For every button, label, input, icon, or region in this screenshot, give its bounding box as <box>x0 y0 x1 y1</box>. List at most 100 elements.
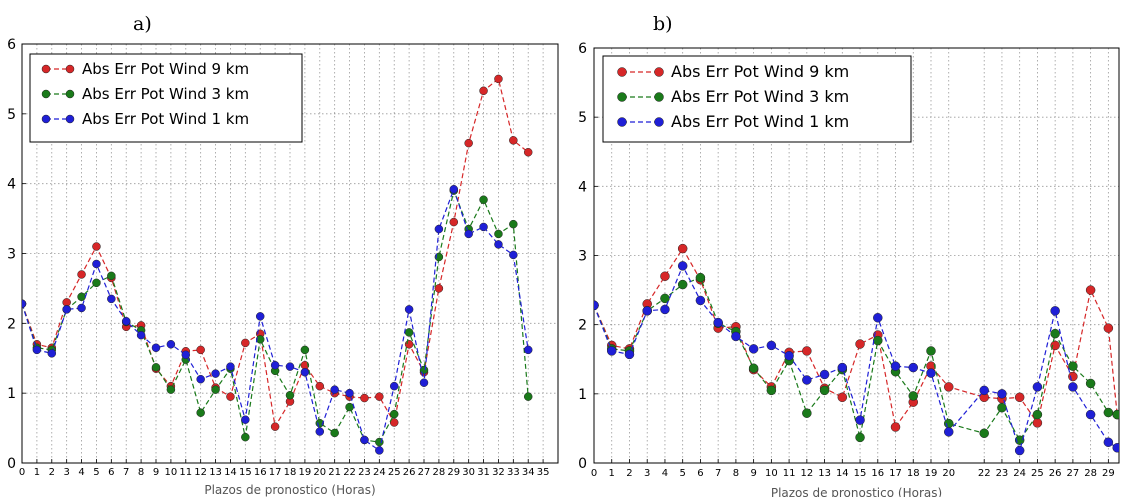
series-line <box>594 264 1118 453</box>
x-tick-label: 25 <box>1031 468 1044 479</box>
legend-marker <box>65 64 75 74</box>
x-tick-label: 7 <box>123 467 129 478</box>
data-point <box>943 427 954 437</box>
data-point <box>255 335 265 344</box>
legend-marker <box>617 117 627 127</box>
data-point <box>523 345 533 355</box>
data-point <box>196 374 205 384</box>
x-axis-label: Plazos de pronostico (Horas) <box>204 483 375 497</box>
x-tick-label: 9 <box>153 467 159 478</box>
y-tick-label: 5 <box>578 110 587 126</box>
legend-label: Abs Err Pot Wind 3 km <box>671 87 849 106</box>
data-point <box>389 418 399 427</box>
data-point <box>270 360 280 370</box>
data-point <box>375 446 384 455</box>
x-tick-label: 30 <box>462 467 475 478</box>
data-point <box>873 313 883 323</box>
y-tick-label: 0 <box>7 456 16 472</box>
data-point <box>345 402 354 412</box>
x-tick-label: 27 <box>1067 468 1080 479</box>
data-point <box>1112 443 1119 453</box>
x-tick-label: 11 <box>783 468 796 479</box>
data-point <box>196 408 205 417</box>
x-tick-label: 10 <box>765 468 778 479</box>
legend-marker <box>65 89 75 99</box>
data-point <box>943 382 954 392</box>
data-point <box>449 217 459 227</box>
x-tick-label: 0 <box>591 468 597 479</box>
y-tick-label: 4 <box>7 177 16 193</box>
series-line <box>22 188 529 443</box>
data-point <box>151 343 161 353</box>
x-axis-label: Plazos de pronostico (Horas) <box>771 486 942 497</box>
data-point <box>315 381 325 391</box>
x-tick-label: 16 <box>254 467 267 478</box>
legend-box <box>29 53 303 143</box>
data-point <box>677 279 688 290</box>
legend-label: Abs Err Pot Wind 3 km <box>82 85 249 103</box>
y-tick-label: 0 <box>578 456 587 472</box>
data-point <box>509 136 518 145</box>
series-line <box>594 276 1118 442</box>
data-point <box>1050 340 1060 351</box>
data-point <box>1050 328 1060 339</box>
y-tick-label: 4 <box>578 179 587 195</box>
x-tick-label: 35 <box>537 467 550 478</box>
data-point <box>77 292 86 302</box>
x-tick-label: 34 <box>522 467 535 478</box>
x-tick-label: 33 <box>507 467 520 478</box>
data-point <box>330 428 339 438</box>
data-point <box>523 147 533 157</box>
x-tick-label: 11 <box>179 467 192 478</box>
data-point <box>509 250 518 260</box>
data-point <box>695 272 706 283</box>
data-point <box>802 408 812 418</box>
series-line <box>22 187 529 452</box>
data-point <box>695 295 706 306</box>
y-tick-label: 3 <box>7 247 16 263</box>
data-point <box>92 242 101 251</box>
x-tick-label: 19 <box>925 468 938 479</box>
data-point <box>77 303 86 313</box>
data-point <box>1068 361 1078 371</box>
data-point <box>479 86 488 96</box>
data-point <box>315 427 325 436</box>
data-point <box>979 428 989 439</box>
x-tick-label: 15 <box>239 467 252 478</box>
data-point <box>677 261 688 271</box>
data-point <box>464 229 473 239</box>
legend-marker <box>617 92 627 102</box>
data-point <box>1032 409 1043 420</box>
x-tick-label: 23 <box>358 467 371 478</box>
y-tick-label: 1 <box>578 387 587 403</box>
data-point <box>509 219 518 229</box>
data-point <box>92 259 101 269</box>
data-point <box>1068 371 1078 382</box>
x-tick-label: 22 <box>343 467 356 478</box>
data-point <box>766 385 777 396</box>
x-tick-label: 1 <box>34 467 40 478</box>
data-point <box>660 271 670 281</box>
x-tick-label: 2 <box>49 467 55 478</box>
x-tick-label: 20 <box>313 467 326 478</box>
data-point <box>196 345 205 355</box>
data-point <box>1068 382 1078 392</box>
data-point <box>360 393 369 403</box>
data-point <box>926 346 936 356</box>
data-point <box>419 378 429 387</box>
x-tick-label: 20 <box>942 468 955 479</box>
data-point <box>660 304 670 315</box>
data-point <box>1085 285 1096 295</box>
x-tick-label: 23 <box>996 468 1009 479</box>
data-point <box>22 299 27 309</box>
data-point <box>594 300 599 311</box>
y-tick-label: 1 <box>7 386 16 402</box>
data-point <box>151 363 161 372</box>
data-point <box>908 362 919 373</box>
data-point <box>494 240 503 249</box>
data-point <box>1085 409 1096 420</box>
data-point <box>660 293 670 304</box>
data-point <box>434 224 444 234</box>
data-point <box>300 345 310 355</box>
x-tick-label: 14 <box>836 468 849 479</box>
